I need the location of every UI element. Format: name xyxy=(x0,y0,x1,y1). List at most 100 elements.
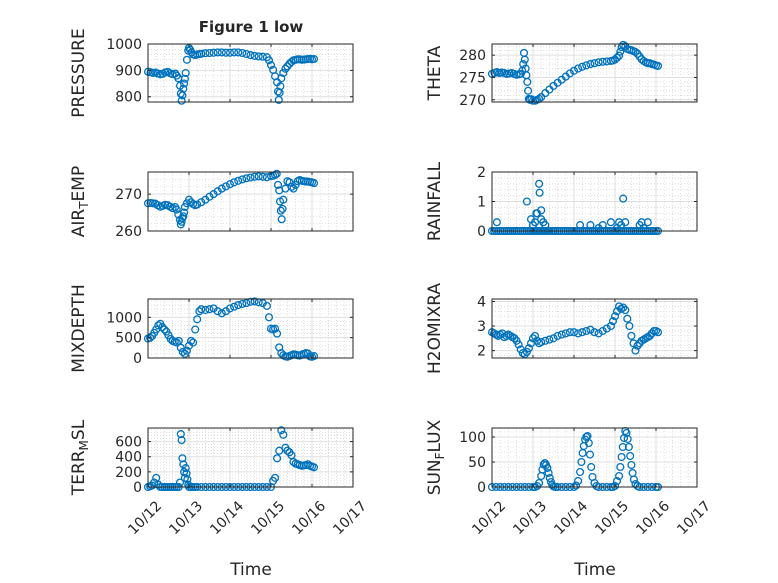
y-tick-label: 2 xyxy=(477,344,486,360)
data-point xyxy=(242,174,251,183)
data-point xyxy=(183,475,192,484)
data-point xyxy=(535,188,544,197)
data-point xyxy=(264,313,274,322)
figure-title: Figure 1 low xyxy=(199,18,304,36)
y-axis-label: H2OMIXRA xyxy=(425,283,445,374)
data-point xyxy=(585,450,595,459)
data-point xyxy=(576,221,585,230)
data-point xyxy=(643,218,652,227)
data-point xyxy=(177,96,186,105)
data-point xyxy=(264,56,274,65)
data-point xyxy=(154,321,163,330)
y-axis-label: AIRTEMP xyxy=(69,166,91,237)
data-point xyxy=(289,457,298,467)
data-point xyxy=(184,195,194,204)
data-point xyxy=(533,336,542,345)
x-tick-label: 10/15 xyxy=(248,498,288,538)
data-point xyxy=(254,172,263,181)
data-point xyxy=(623,434,632,444)
data-point xyxy=(537,337,546,347)
data-point xyxy=(238,175,247,184)
data-point xyxy=(179,212,188,221)
data-point xyxy=(523,77,532,86)
data-point xyxy=(187,336,196,345)
y-tick-label: 1 xyxy=(477,195,486,211)
data-point xyxy=(309,179,319,188)
data-point xyxy=(225,304,235,313)
data-point xyxy=(586,325,595,334)
data-point xyxy=(590,328,599,337)
data-point xyxy=(279,195,288,204)
data-point xyxy=(179,84,188,93)
data-point xyxy=(584,438,593,448)
y-axis-label: MIXDEPTH xyxy=(69,284,89,373)
y-tick-label: 900 xyxy=(115,63,142,79)
data-point xyxy=(309,54,319,64)
data-point xyxy=(619,194,628,203)
data-point xyxy=(616,47,625,56)
x-tick-label: 10/14 xyxy=(207,498,247,538)
data-point xyxy=(582,326,591,336)
data-point xyxy=(535,179,544,188)
data-point xyxy=(602,324,611,333)
data-point xyxy=(160,325,169,334)
data-point xyxy=(557,330,566,339)
data-point xyxy=(598,57,607,66)
data-point xyxy=(176,430,185,439)
data-point xyxy=(537,93,546,102)
data-point xyxy=(565,328,574,337)
data-point xyxy=(621,306,630,315)
data-point xyxy=(234,301,243,310)
data-point xyxy=(225,180,235,189)
y-tick-label: 0 xyxy=(133,480,142,496)
data-point xyxy=(612,476,622,486)
data-point xyxy=(639,224,648,233)
data-point xyxy=(541,221,550,230)
data-point xyxy=(629,475,638,484)
y-tick-label: 270 xyxy=(115,187,142,203)
data-point xyxy=(275,446,284,455)
x-tick-label: 10/14 xyxy=(551,498,591,538)
y-tick-label: 270 xyxy=(459,93,486,109)
data-point xyxy=(272,169,281,178)
data-point xyxy=(628,468,637,478)
data-point xyxy=(492,218,501,227)
data-point xyxy=(645,331,654,340)
data-point xyxy=(561,329,570,338)
x-tick-label: 10/17 xyxy=(674,498,714,538)
data-point xyxy=(278,204,287,213)
data-point xyxy=(520,55,529,64)
data-point xyxy=(221,182,230,191)
subplot-h2omixra: 2 3 4 H2OMIXRA xyxy=(425,283,698,374)
axes-box xyxy=(491,427,698,488)
data-point xyxy=(273,180,283,189)
data-point xyxy=(230,178,239,187)
data-point xyxy=(578,328,587,337)
data-point xyxy=(633,341,642,350)
data-point xyxy=(653,61,663,70)
data-point xyxy=(230,302,239,311)
data-point xyxy=(608,317,618,326)
data-point xyxy=(250,51,259,60)
data-point xyxy=(574,329,583,338)
data-point xyxy=(158,323,167,332)
data-point xyxy=(234,176,243,185)
data-point xyxy=(553,331,562,340)
y-tick-label: 50 xyxy=(468,455,486,471)
data-point xyxy=(277,215,286,224)
data-point xyxy=(181,464,190,473)
data-point xyxy=(598,221,607,230)
data-point xyxy=(178,454,187,463)
data-point xyxy=(175,478,185,487)
data-point xyxy=(225,48,235,57)
y-tick-label: 0 xyxy=(133,351,142,367)
y-tick-label: 0 xyxy=(477,480,486,496)
data-point xyxy=(629,339,638,348)
data-point xyxy=(209,48,218,57)
data-point xyxy=(191,325,200,334)
axes-box xyxy=(147,427,354,488)
y-tick-label: 3 xyxy=(477,319,486,335)
data-point xyxy=(180,74,189,83)
data-point xyxy=(271,473,280,482)
